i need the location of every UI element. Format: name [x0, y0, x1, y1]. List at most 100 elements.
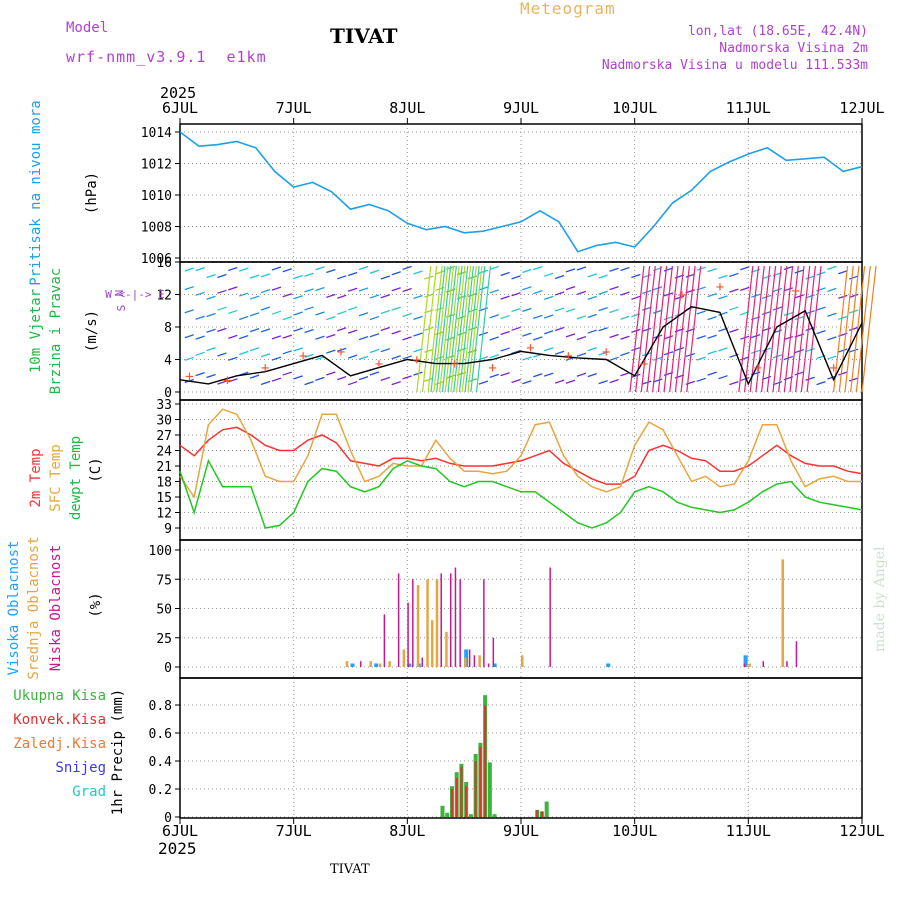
wind-gust-marker: +	[829, 361, 837, 377]
wind-barb	[184, 334, 194, 339]
wind-barb	[740, 376, 750, 382]
y-tick-label: 0.2	[149, 783, 172, 798]
wind-barb	[195, 315, 205, 320]
wind-barb	[609, 286, 619, 291]
wind-barb	[337, 310, 347, 315]
wind-barb	[838, 348, 848, 353]
total-precip-bar	[440, 805, 445, 817]
precip-unit-label: 1hr Precip (mm)	[110, 689, 126, 815]
wind-gust-marker: +	[640, 357, 648, 373]
x-tick-label-top: 8JUL	[389, 99, 425, 117]
convective-precip-bar	[455, 777, 458, 817]
wind-barb	[598, 274, 608, 279]
wind-barb	[631, 295, 641, 300]
wind-gust-marker: +	[223, 373, 231, 389]
wind-barb	[587, 295, 597, 300]
wind-barb	[326, 268, 336, 274]
y-tick-label: 33	[156, 398, 172, 413]
wind-barb	[609, 333, 619, 339]
wind-barb	[304, 381, 314, 386]
wind-barb	[652, 378, 663, 383]
wind-barb	[838, 371, 848, 376]
wind-barb	[631, 373, 641, 378]
low-cloud-bar	[459, 579, 461, 667]
wind-barb	[249, 274, 260, 279]
wind-barb	[478, 286, 489, 291]
wind-barb	[533, 336, 543, 341]
dewpt-axis-label: dewpt Temp	[68, 436, 84, 520]
wind-barb	[369, 315, 380, 321]
wind-barb	[522, 356, 532, 361]
wind-barb	[326, 316, 336, 321]
wind-gust-marker: +	[564, 348, 572, 364]
wind-barb	[565, 308, 576, 313]
wind-barb	[587, 313, 597, 319]
wind-barb	[696, 310, 706, 315]
wind-barb	[489, 289, 499, 294]
wind-barb	[402, 336, 412, 341]
y-tick-label: 12	[156, 507, 172, 522]
y-tick-label: 21	[156, 460, 172, 475]
wind-barb	[500, 314, 510, 320]
wind-barb	[576, 290, 587, 295]
header-lonlat: lon,lat (18.65E, 42.4N)	[687, 24, 868, 39]
wind-barb	[554, 350, 565, 355]
wind-barb-strong	[421, 265, 438, 393]
low-cloud-bar	[473, 655, 476, 667]
y-tick-label: 100	[149, 544, 172, 559]
wind-barb	[500, 347, 510, 352]
wind-barb	[402, 312, 412, 318]
wind-barb	[369, 371, 380, 376]
precip-legend-item: Zaledj.Kisa	[13, 736, 106, 752]
wind-barb	[391, 306, 401, 311]
header-model-name: wrf-nmm_v3.9.1 e1km	[66, 48, 267, 66]
wind-barb	[380, 326, 391, 332]
wind-barb-strong	[795, 265, 811, 393]
wind-barb	[794, 371, 804, 376]
y-tick-label: 50	[156, 603, 172, 618]
mid-cloud-bar	[445, 631, 448, 667]
wind-barb	[609, 356, 619, 361]
wind-barb	[424, 348, 434, 353]
wind-barb	[533, 314, 543, 319]
wind-barb	[587, 346, 597, 352]
precip-legend-item: Konvek.Kisa	[13, 712, 106, 728]
wind-barb	[293, 274, 303, 280]
wind-barb	[642, 327, 652, 332]
wind-barb	[315, 266, 325, 271]
wind-barb	[652, 309, 663, 314]
wind-barb	[489, 314, 499, 319]
wind-barb	[849, 326, 859, 331]
wind-barb-strong	[458, 265, 475, 393]
wind-barb	[805, 294, 815, 299]
wind-barb	[260, 306, 271, 311]
wind-barb	[489, 265, 499, 271]
wind-barb-strong	[766, 265, 782, 393]
wind-barb	[282, 371, 292, 376]
total-precip-bar	[492, 814, 497, 817]
wind-barb	[391, 271, 401, 276]
wind-barb	[805, 347, 815, 353]
wind-barb	[761, 310, 772, 316]
wind-barb	[228, 334, 238, 339]
wind-barb	[228, 286, 238, 291]
wind-barb	[249, 328, 260, 333]
low-cloud-bar	[383, 614, 386, 667]
wind-barb	[413, 270, 423, 275]
y-tick-label: 0.4	[149, 755, 173, 770]
wind-barb	[489, 373, 499, 379]
wind-barb	[228, 309, 238, 315]
wind-gust-marker: +	[791, 283, 799, 299]
temp2m-line	[179, 426, 863, 485]
wind-barb	[369, 333, 380, 338]
wind-barb	[816, 381, 826, 386]
wind-barb	[358, 375, 369, 381]
wind-barb	[337, 275, 347, 280]
wind-barb	[478, 380, 489, 385]
wind-barb	[293, 295, 303, 300]
wind-barb-strong	[464, 265, 480, 393]
wind-barb	[565, 268, 576, 273]
wind-barb	[783, 335, 794, 341]
wind-barb	[217, 380, 227, 385]
wind-gust-marker: +	[261, 361, 269, 377]
